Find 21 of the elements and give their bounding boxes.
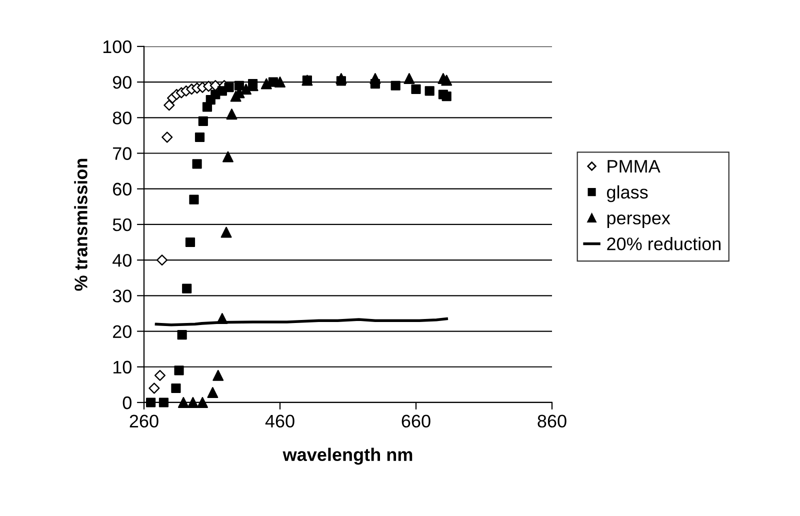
y-tick-label: 50 [112, 218, 132, 232]
y-tick-label: 30 [112, 290, 132, 302]
y-tick-label: 10 [113, 360, 132, 374]
y-tick-label: 60 [113, 182, 132, 196]
y-tick-label: 90 [112, 76, 132, 89]
x-axis-title: wavelength nm [282, 448, 412, 465]
y-tick-label: 70 [113, 147, 132, 160]
legend-label: 20% reduction [607, 237, 720, 250]
y-tick-label: 0 [122, 396, 132, 410]
x-tick-label: 460 [265, 414, 294, 428]
legend-label: perspex [607, 214, 670, 228]
x-tick-label: 860 [538, 414, 566, 428]
y-axis-title: % transmission [74, 158, 88, 291]
legend-label: PMMA [608, 160, 660, 173]
y-tick-label: 80 [112, 112, 132, 124]
y-tick-label: 100 [103, 40, 132, 54]
x-tick-label: 660 [402, 414, 430, 428]
y-tick-label: 20 [113, 325, 132, 338]
x-tick-label: 260 [130, 414, 158, 428]
legend-label: glass [606, 185, 648, 202]
y-tick-label: 40 [112, 254, 132, 267]
